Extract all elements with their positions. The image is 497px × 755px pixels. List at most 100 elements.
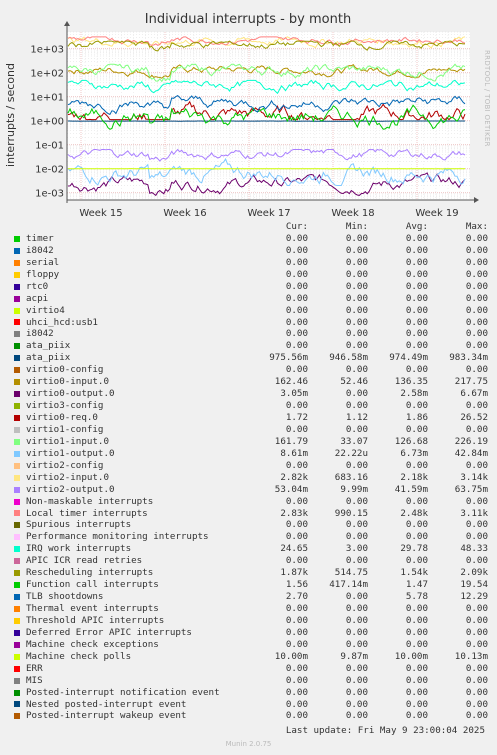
legend-series-name: Nested posted-interrupt event [26, 698, 187, 710]
legend-avg: 0.00 [405, 626, 428, 638]
legend-cur: 1.56 [285, 579, 308, 591]
legend-max: 0.00 [465, 280, 488, 292]
legend-avg: 0.00 [405, 531, 428, 543]
legend-swatch [14, 379, 20, 386]
legend-cur: 0.00 [285, 316, 308, 328]
legend-min: 0.00 [345, 698, 368, 710]
legend-max: 0.00 [465, 232, 488, 244]
legend-min: 0.00 [345, 244, 368, 256]
legend-avg: 41.59m [394, 483, 428, 495]
legend-cur: 1.72 [285, 412, 308, 423]
legend-max: 0.00 [465, 316, 488, 328]
legend-item: virtio1-output.0 8.61m 22.22u 6.73m 42.84m [8, 448, 488, 460]
legend-series-name: virtio0-output.0 [26, 388, 115, 400]
legend-cur: 0.00 [285, 340, 308, 352]
legend-max: 19.54 [460, 579, 488, 591]
legend-item: Deferred Error APIC interrupts 0.00 0.00 0.… [8, 627, 488, 639]
legend-max: 12.29 [460, 591, 488, 603]
legend-avg: 29.78 [400, 543, 428, 555]
y-tick-label: 1e-02 [35, 164, 64, 175]
legend-cur: 0.00 [285, 423, 308, 435]
legend-swatch [14, 343, 20, 350]
legend-cur: 2.82k [280, 471, 308, 483]
legend-min: 0.00 [345, 662, 368, 674]
legend-min: 3.00 [345, 543, 368, 555]
legend-item: virtio2-input.0 2.82k 683.16 2.18k 3.14k [8, 472, 488, 484]
legend-item: ata_piix 975.56m 946.58m 974.49m 983.34m [8, 352, 488, 364]
legend-min: 0.00 [345, 603, 368, 614]
legend-max: 0.00 [465, 292, 488, 304]
legend-swatch [14, 235, 20, 242]
legend-max: 0.00 [465, 364, 488, 376]
legend-cur: 0.00 [285, 519, 308, 531]
legend-swatch [14, 403, 20, 410]
legend-swatch [14, 426, 20, 433]
legend-avg: 2.58m [400, 388, 428, 400]
legend-avg: 10.00m [394, 650, 428, 662]
legend-swatch [14, 283, 20, 290]
legend-item: Machine check exceptions 0.00 0.00 0.00 0.00 [8, 639, 488, 651]
legend-avg: 0.00 [405, 256, 428, 268]
legend-max: 0.00 [465, 686, 488, 698]
legend-cur: 0.00 [285, 614, 308, 626]
legend-max: 983.34m [449, 352, 488, 364]
legend-min: 0.00 [345, 531, 368, 543]
legend-item: rtc0 0.00 0.00 0.00 0.00 [8, 281, 488, 293]
legend-cur: 3.05m [280, 388, 308, 400]
legend-item: virtio0-config 0.00 0.00 0.00 0.00 [8, 364, 488, 376]
legend-item: Function call interrupts 1.56 417.14m 1.47 1… [8, 579, 488, 591]
legend-min: 0.00 [345, 638, 368, 650]
legend-max: 0.00 [465, 674, 488, 686]
legend-avg: 0.00 [405, 316, 428, 328]
legend-cur: 0.00 [285, 364, 308, 376]
legend-cur: 0.00 [285, 244, 308, 256]
legend-swatch [14, 713, 20, 720]
y-tick-label: 1e+03 [30, 44, 64, 55]
legend-swatch [14, 486, 20, 493]
legend-avg: 0.00 [405, 614, 428, 626]
legend-item: Threshold APIC interrupts 0.00 0.00 0.00 0.0… [8, 615, 488, 627]
legend-item: virtio3-config 0.00 0.00 0.00 0.00 [8, 400, 488, 412]
legend-max: 3.11k [460, 507, 488, 519]
legend-max: 63.75m [454, 483, 488, 495]
legend-item: virtio1-config 0.00 0.00 0.00 0.00 [8, 424, 488, 436]
series-line [67, 40, 465, 52]
legend-series-name: Performance monitoring interrupts [26, 531, 209, 543]
legend-max: 217.75 [454, 376, 488, 388]
legend-avg: 0.00 [405, 555, 428, 567]
legend-min: 683.16 [334, 471, 368, 483]
legend-min: 0.00 [345, 280, 368, 292]
legend-avg: 0.00 [405, 710, 428, 722]
legend-max: 0.00 [465, 662, 488, 674]
y-tick-label: 1e+00 [30, 116, 64, 127]
legend-swatch [14, 438, 20, 445]
legend-series-name: rtc0 [26, 280, 49, 292]
legend-min: 0.00 [345, 364, 368, 376]
legend-max: 0.00 [465, 244, 488, 256]
legend-cur: 0.00 [285, 304, 308, 316]
legend-cur: 0.00 [285, 459, 308, 471]
legend-swatch [14, 582, 20, 589]
legend-cur: 0.00 [285, 603, 308, 614]
legend-max: 0.00 [465, 603, 488, 614]
legend-swatch [14, 594, 20, 601]
legend-min: 0.00 [345, 232, 368, 244]
legend-cur: 0.00 [285, 626, 308, 638]
legend-cur: 0.00 [285, 531, 308, 543]
legend-item: i8042 0.00 0.00 0.00 0.00 [8, 245, 488, 257]
legend-item: virtio2-output.0 53.04m 9.99m 41.59m 63.75m [8, 484, 488, 496]
legend-avg: 0.00 [405, 304, 428, 316]
legend-cur: 161.79 [274, 435, 308, 447]
legend-swatch [14, 259, 20, 266]
legend-item: virtio0-req.0 1.72 1.12 1.86 26.52 [8, 412, 488, 424]
legend-avg: 2.18k [400, 471, 428, 483]
legend-min: 0.00 [345, 555, 368, 567]
x-tick-label: Week 19 [415, 208, 458, 219]
legend-series-name: Posted-interrupt notification event [26, 686, 220, 698]
legend-series-name: Thermal event interrupts [26, 603, 159, 614]
x-tick-label: Week 17 [247, 208, 290, 219]
series-line [67, 148, 466, 162]
series-line [67, 104, 466, 130]
legend-series-name: ERR [26, 662, 43, 674]
legend-series-name: virtio1-output.0 [26, 447, 115, 459]
